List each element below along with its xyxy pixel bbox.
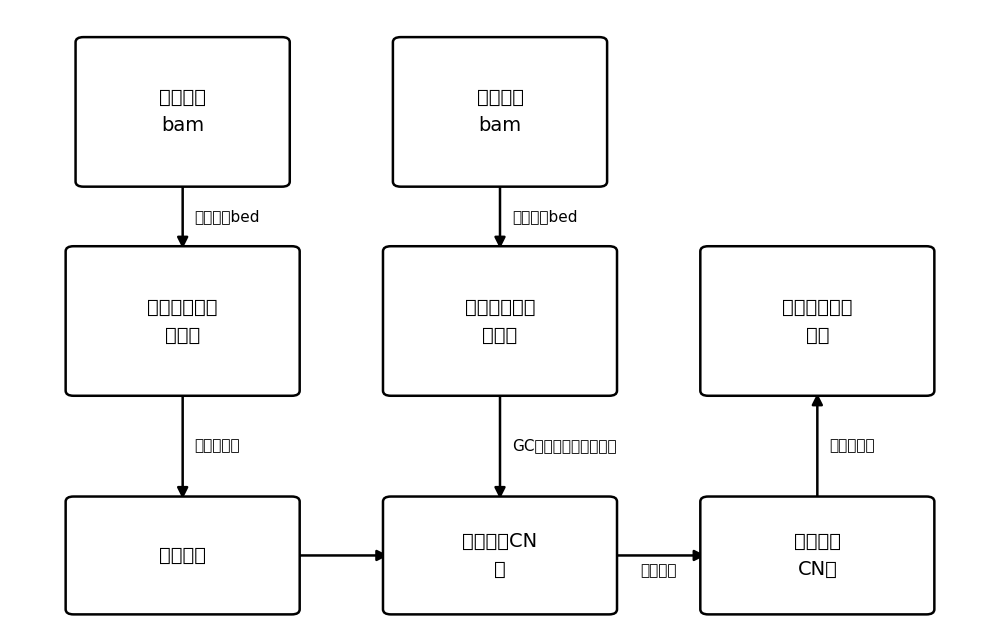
Text: 阴性样本
bam: 阴性样本 bam [159, 89, 206, 135]
Text: 探针区域bed: 探针区域bed [512, 209, 577, 224]
Text: 参考基线: 参考基线 [159, 546, 206, 565]
FancyBboxPatch shape [76, 37, 290, 187]
Text: 阳性样本区域
覆盖度: 阳性样本区域 覆盖度 [465, 297, 535, 345]
FancyBboxPatch shape [700, 496, 934, 614]
Text: 参考基因组: 参考基因组 [195, 438, 240, 454]
FancyBboxPatch shape [66, 496, 300, 614]
Text: 探针区域CN
値: 探针区域CN 値 [462, 532, 538, 579]
FancyBboxPatch shape [383, 496, 617, 614]
Text: 三个类型特定
区域: 三个类型特定 区域 [782, 297, 853, 345]
FancyBboxPatch shape [393, 37, 607, 187]
FancyBboxPatch shape [383, 247, 617, 395]
Text: 阳性样本
bam: 阳性样本 bam [477, 89, 524, 135]
Text: 探针区域bed: 探针区域bed [195, 209, 260, 224]
FancyBboxPatch shape [66, 247, 300, 395]
Text: 整合和筛选: 整合和筛选 [829, 438, 875, 454]
FancyBboxPatch shape [700, 247, 934, 395]
Text: GC矫正，标准化覆盖度: GC矫正，标准化覆盖度 [512, 438, 617, 454]
Text: 阴性样本区域
覆盖度: 阴性样本区域 覆盖度 [147, 297, 218, 345]
Text: 地贫区域: 地贫区域 [640, 563, 677, 578]
Text: 地贫区域
CN値: 地贫区域 CN値 [794, 532, 841, 579]
